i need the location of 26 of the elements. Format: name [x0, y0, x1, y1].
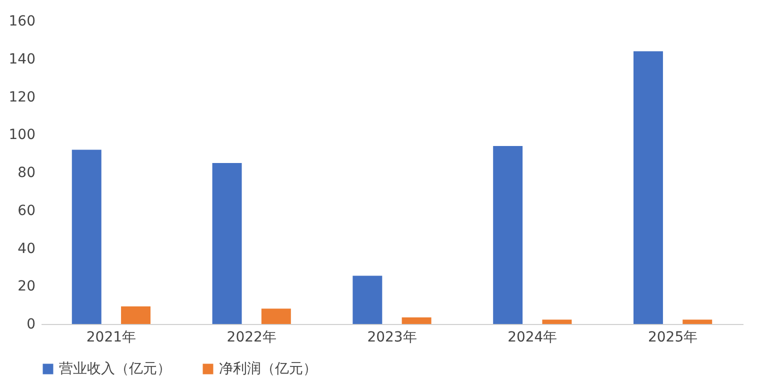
legend-label: 营业收入（亿元）	[59, 361, 171, 377]
y-tick-label: 0	[26, 316, 36, 332]
x-tick-label: 2025年	[648, 330, 698, 346]
bar	[212, 163, 242, 324]
y-tick-label: 20	[18, 278, 36, 295]
bar	[121, 306, 151, 324]
legend-label: 净利润（亿元）	[219, 361, 317, 377]
bar	[72, 150, 102, 324]
y-tick-label: 60	[18, 202, 36, 219]
y-tick-label: 160	[8, 14, 36, 30]
bar	[352, 276, 382, 324]
bar	[493, 146, 523, 324]
bar	[542, 320, 572, 324]
bar	[633, 51, 663, 324]
bar	[261, 308, 291, 324]
y-tick-label: 120	[8, 89, 36, 106]
y-tick-label: 40	[18, 240, 36, 257]
y-tick-label: 100	[8, 127, 36, 144]
x-tick-label: 2022年	[226, 330, 276, 346]
bar	[682, 320, 712, 324]
bar	[402, 317, 432, 324]
x-tick-label: 2024年	[508, 330, 558, 346]
x-tick-label: 2021年	[86, 330, 136, 346]
y-tick-label: 140	[8, 51, 36, 68]
y-tick-label: 80	[18, 165, 36, 181]
x-tick-label: 2023年	[367, 330, 417, 346]
